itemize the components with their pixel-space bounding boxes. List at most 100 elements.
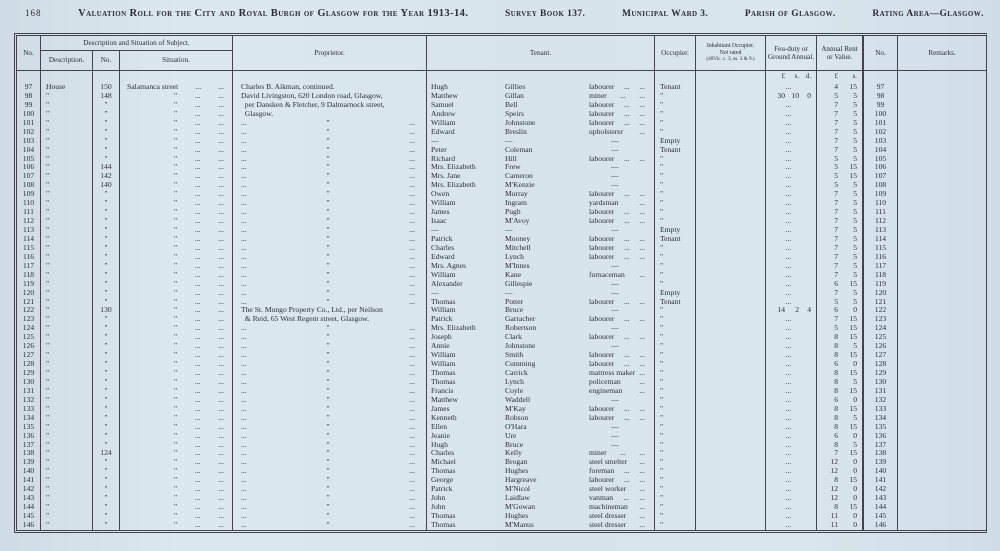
annual-rent-cell: 8 15 [817,333,864,343]
description-cell: " [41,145,93,155]
cell-segment: ... [194,279,201,288]
cell-segment: ... [785,217,792,226]
tenant-first-name: William [431,118,456,127]
cell-segment: ... [785,118,792,127]
cell-segment: labourer [589,190,615,199]
occupier-cell: " [655,395,696,405]
street-number-cell: " [93,190,120,200]
tenant-cell: Thomas Lynch policeman... [427,377,655,387]
cell-segment: ... [785,360,792,369]
feu-duty-cell: ... [766,503,817,512]
cell-segment: ... [218,503,224,512]
occupier-cell: " [655,485,696,495]
entry-number: 123 [17,315,41,325]
entry-number: 110 [17,199,41,209]
entry-number-right: 101 [864,118,898,128]
cell-segment: 5 [853,288,857,297]
tenant-first-name: Francis [431,386,454,395]
tenant-surname: M'Kenzie [505,181,535,190]
feu-duty-cell: ... [766,485,817,495]
cell-segment: ... [194,306,201,315]
cell-segment: ... [623,467,630,476]
table-row: 98 " 148 "...... David Livingston, 620 L… [17,91,986,101]
table-row: 146 " " "...... ... "... Thomas M'Manus s… [17,520,986,530]
cell-segment: 7 [834,261,838,270]
cell-segment: 15 [849,172,857,181]
description-cell: " [41,485,93,495]
cell-segment: ... [218,494,224,503]
cell-segment: ... [639,485,645,494]
cell-segment: ... [194,449,201,458]
feu-duty-cell: ... [766,279,817,289]
feu-duty-cell: ... [766,360,817,369]
cell-segment: ... [241,476,247,485]
cell-segment: ... [194,467,201,476]
cell-segment: 8 [834,476,838,485]
tenant-cell: Matthew Gillan miner...... [427,91,655,101]
cell-segment: ... [785,199,792,208]
tenant-occupation: labourer...... [589,217,654,226]
tenant-surname: Hughes [505,467,529,476]
cell-segment: ... [241,512,247,520]
cell-segment: ... [785,431,792,440]
cell-segment: ... [194,118,201,127]
cell-segment: 0 [853,467,857,476]
inhabitant-occupier-cell [696,100,766,110]
tenant-first-name: James [431,208,450,217]
cell-segment: 15 [849,449,857,458]
units-blank [696,71,766,83]
entry-number: 106 [17,163,41,173]
cell-segment: 5 [853,234,857,243]
cell-segment: ... [409,431,415,440]
tenant-surname: M'Kay [505,404,526,413]
street-number-cell: " [93,279,120,289]
tenant-surname: Hill [505,154,517,163]
table-row: 140 " " "...... ... "... Thomas Hughes fo… [17,467,986,477]
inhabitant-occupier-cell [696,503,766,512]
cell-segment: 15 [849,333,857,342]
entry-number-right: 121 [864,297,898,307]
occupier-cell: Empty [655,226,696,235]
cell-segment: " [326,369,330,377]
tenant-first-name: Hugh [431,440,448,449]
entry-number-right: 98 [864,91,898,101]
cell-segment: ... [218,485,224,494]
inhabitant-occupier-cell [696,422,766,432]
tenant-surname: Murray [505,190,528,199]
remarks-cell [898,101,986,110]
entry-number: 107 [17,172,41,182]
cell-segment: ... [639,467,645,476]
cell-segment: " [326,172,330,181]
cell-segment: ... [785,342,792,351]
cell-segment: ... [639,351,645,360]
tenant-first-name: William [431,351,456,360]
cell-segment: ... [785,261,792,270]
tenant-occupation: labourer...... [589,208,654,217]
cell-segment: " [326,333,330,342]
proprietor-cell: ... "... [233,395,427,405]
cell-segment: ... [785,520,792,529]
street-number-cell: " [93,109,120,119]
entry-number: 126 [17,342,41,352]
cell-segment: ... [218,342,224,351]
remarks-cell [898,244,986,253]
proprietor-cell: ... "... [233,270,427,280]
cell-segment: ... [639,252,645,261]
tenant-cell: Mrs. Agnes M'Innes — [427,261,655,271]
street-number-cell: 140 [93,181,120,191]
street-number-cell: " [93,369,120,378]
cell-segment: " [326,243,330,252]
annual-rent-cell: 5 15 [817,163,864,173]
street-number-cell: " [93,485,120,495]
cell-segment: ... [639,270,645,279]
street-number-cell: " [93,386,120,396]
table-row: 134 " " "...... ... "... Kenneth Robson l… [17,413,986,423]
cell-segment: ... [623,297,630,306]
entry-number-right: 144 [864,503,898,512]
cell-segment: ... [785,136,792,145]
description-cell: " [41,190,93,200]
cell-segment: ... [620,91,626,100]
tenant-first-name: Matthew [431,395,458,404]
cell-segment: ... [241,377,247,386]
cell-segment: ... [785,377,792,386]
